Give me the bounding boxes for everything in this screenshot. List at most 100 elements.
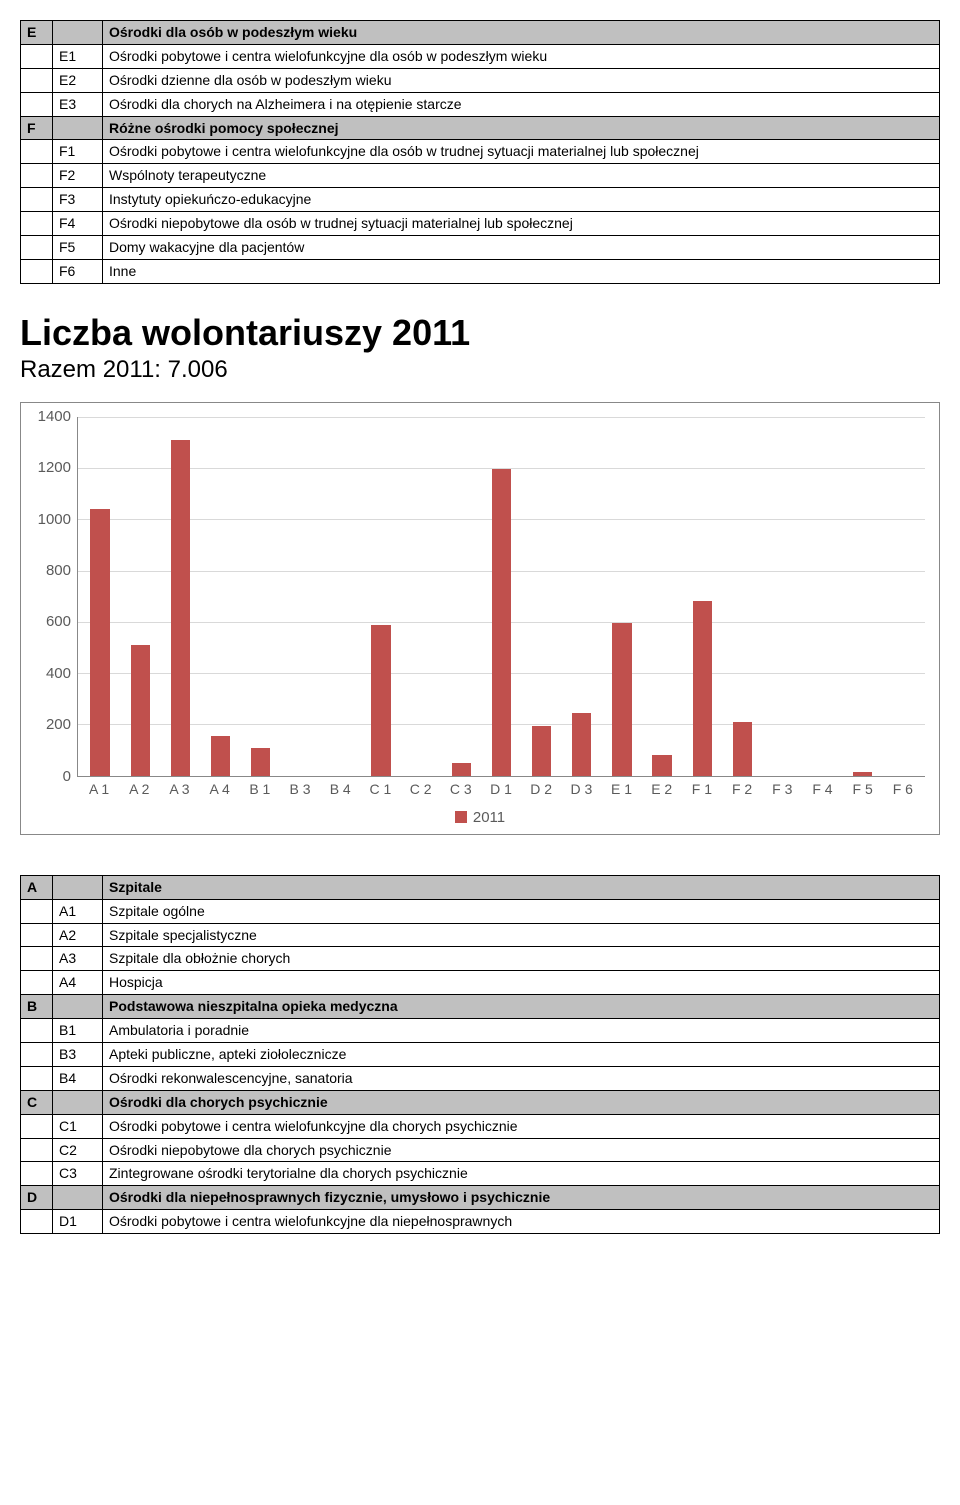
- row-letter: [21, 236, 53, 260]
- row-code: B4: [53, 1066, 103, 1090]
- table-row: D Ośrodki dla niepełnosprawnych fizycznie…: [21, 1186, 940, 1210]
- x-tick-label: F 3: [762, 781, 802, 797]
- x-tick-label: C 1: [360, 781, 400, 797]
- row-letter: [21, 1114, 53, 1138]
- table-row: E3Ośrodki dla chorych na Alzheimera i na…: [21, 92, 940, 116]
- bar: [652, 755, 671, 776]
- table-row: B3Apteki publiczne, apteki ziołolecznicz…: [21, 1043, 940, 1067]
- bar-slot: [80, 417, 120, 776]
- row-letter: [21, 947, 53, 971]
- bar-slot: [200, 417, 240, 776]
- row-letter: [21, 1210, 53, 1234]
- table-row: A3Szpitale dla obłożnie chorych: [21, 947, 940, 971]
- row-code: E2: [53, 68, 103, 92]
- x-tick-label: B 1: [240, 781, 280, 797]
- row-text: Szpitale specjalistyczne: [103, 923, 940, 947]
- bar-slot: [562, 417, 602, 776]
- row-text: Ośrodki dla niepełnosprawnych fizycznie,…: [103, 1186, 940, 1210]
- bar-slot: [441, 417, 481, 776]
- table-row: F4Ośrodki niepobytowe dla osób w trudnej…: [21, 212, 940, 236]
- row-text: Hospicja: [103, 971, 940, 995]
- bar: [371, 625, 390, 776]
- row-code: F4: [53, 212, 103, 236]
- row-letter: [21, 1162, 53, 1186]
- x-tick-label: A 1: [79, 781, 119, 797]
- x-tick-label: A 3: [159, 781, 199, 797]
- row-code: E3: [53, 92, 103, 116]
- x-tick-label: E 1: [601, 781, 641, 797]
- row-code: B1: [53, 1019, 103, 1043]
- row-letter: [21, 188, 53, 212]
- row-text: Szpitale: [103, 875, 940, 899]
- x-tick-label: A 4: [200, 781, 240, 797]
- chart-subtitle: Razem 2011: 7.006: [20, 356, 940, 384]
- row-letter: F: [21, 116, 53, 140]
- row-code: C3: [53, 1162, 103, 1186]
- chart-legend: 2011: [35, 809, 925, 826]
- table-row: A4Hospicja: [21, 971, 940, 995]
- row-letter: A: [21, 875, 53, 899]
- row-text: Domy wakacyjne dla pacjentów: [103, 236, 940, 260]
- bar: [90, 509, 109, 776]
- row-code: [53, 116, 103, 140]
- row-letter: C: [21, 1090, 53, 1114]
- table-row: D1Ośrodki pobytowe i centra wielofunkcyj…: [21, 1210, 940, 1234]
- row-letter: [21, 1043, 53, 1067]
- row-text: Ośrodki rekonwalescencyjne, sanatoria: [103, 1066, 940, 1090]
- row-letter: [21, 971, 53, 995]
- table-row: A Szpitale: [21, 875, 940, 899]
- bar-slot: [361, 417, 401, 776]
- row-text: Apteki publiczne, apteki ziołolecznicze: [103, 1043, 940, 1067]
- bar-slot: [682, 417, 722, 776]
- row-code: A3: [53, 947, 103, 971]
- row-text: Wspólnoty terapeutyczne: [103, 164, 940, 188]
- row-code: [53, 875, 103, 899]
- x-tick-label: F 2: [722, 781, 762, 797]
- x-tick-label: F 4: [802, 781, 842, 797]
- bar-slot: [321, 417, 361, 776]
- bar-slot: [522, 417, 562, 776]
- row-code: A2: [53, 923, 103, 947]
- table-row: C3Zintegrowane ośrodki terytorialne dla …: [21, 1162, 940, 1186]
- row-code: D1: [53, 1210, 103, 1234]
- volunteers-bar-chart: 1400120010008006004002000 A 1A 2A 3A 4B …: [20, 402, 940, 835]
- row-text: Ośrodki dzienne dla osób w podeszłym wie…: [103, 68, 940, 92]
- bar: [693, 601, 712, 775]
- row-code: [53, 1090, 103, 1114]
- row-code: F6: [53, 259, 103, 283]
- row-code: C1: [53, 1114, 103, 1138]
- x-tick-label: E 2: [642, 781, 682, 797]
- row-text: Ośrodki niepobytowe dla chorych psychicz…: [103, 1138, 940, 1162]
- row-text: Ambulatoria i poradnie: [103, 1019, 940, 1043]
- table-row: B1Ambulatoria i poradnie: [21, 1019, 940, 1043]
- row-text: Zintegrowane ośrodki terytorialne dla ch…: [103, 1162, 940, 1186]
- x-tick-label: D 2: [521, 781, 561, 797]
- legend-label: 2011: [473, 809, 505, 826]
- x-tick-label: C 3: [441, 781, 481, 797]
- row-letter: [21, 923, 53, 947]
- bars-container: [78, 417, 925, 776]
- bar: [733, 722, 752, 776]
- table-row: C2Ośrodki niepobytowe dla chorych psychi…: [21, 1138, 940, 1162]
- table-row: E2Ośrodki dzienne dla osób w podeszłym w…: [21, 68, 940, 92]
- row-code: F5: [53, 236, 103, 260]
- row-code: [53, 21, 103, 45]
- row-code: F3: [53, 188, 103, 212]
- row-code: B3: [53, 1043, 103, 1067]
- x-tick-label: B 3: [280, 781, 320, 797]
- bar: [171, 440, 190, 776]
- row-letter: [21, 92, 53, 116]
- x-tick-label: F 6: [883, 781, 923, 797]
- row-letter: E: [21, 21, 53, 45]
- table-row: F5Domy wakacyjne dla pacjentów: [21, 236, 940, 260]
- row-code: [53, 1186, 103, 1210]
- row-text: Ośrodki dla chorych psychicznie: [103, 1090, 940, 1114]
- bar-slot: [481, 417, 521, 776]
- y-axis: 1400120010008006004002000: [35, 417, 77, 777]
- bar-slot: [803, 417, 843, 776]
- row-letter: [21, 212, 53, 236]
- row-letter: [21, 164, 53, 188]
- bar: [612, 623, 631, 776]
- row-letter: D: [21, 1186, 53, 1210]
- bar-slot: [642, 417, 682, 776]
